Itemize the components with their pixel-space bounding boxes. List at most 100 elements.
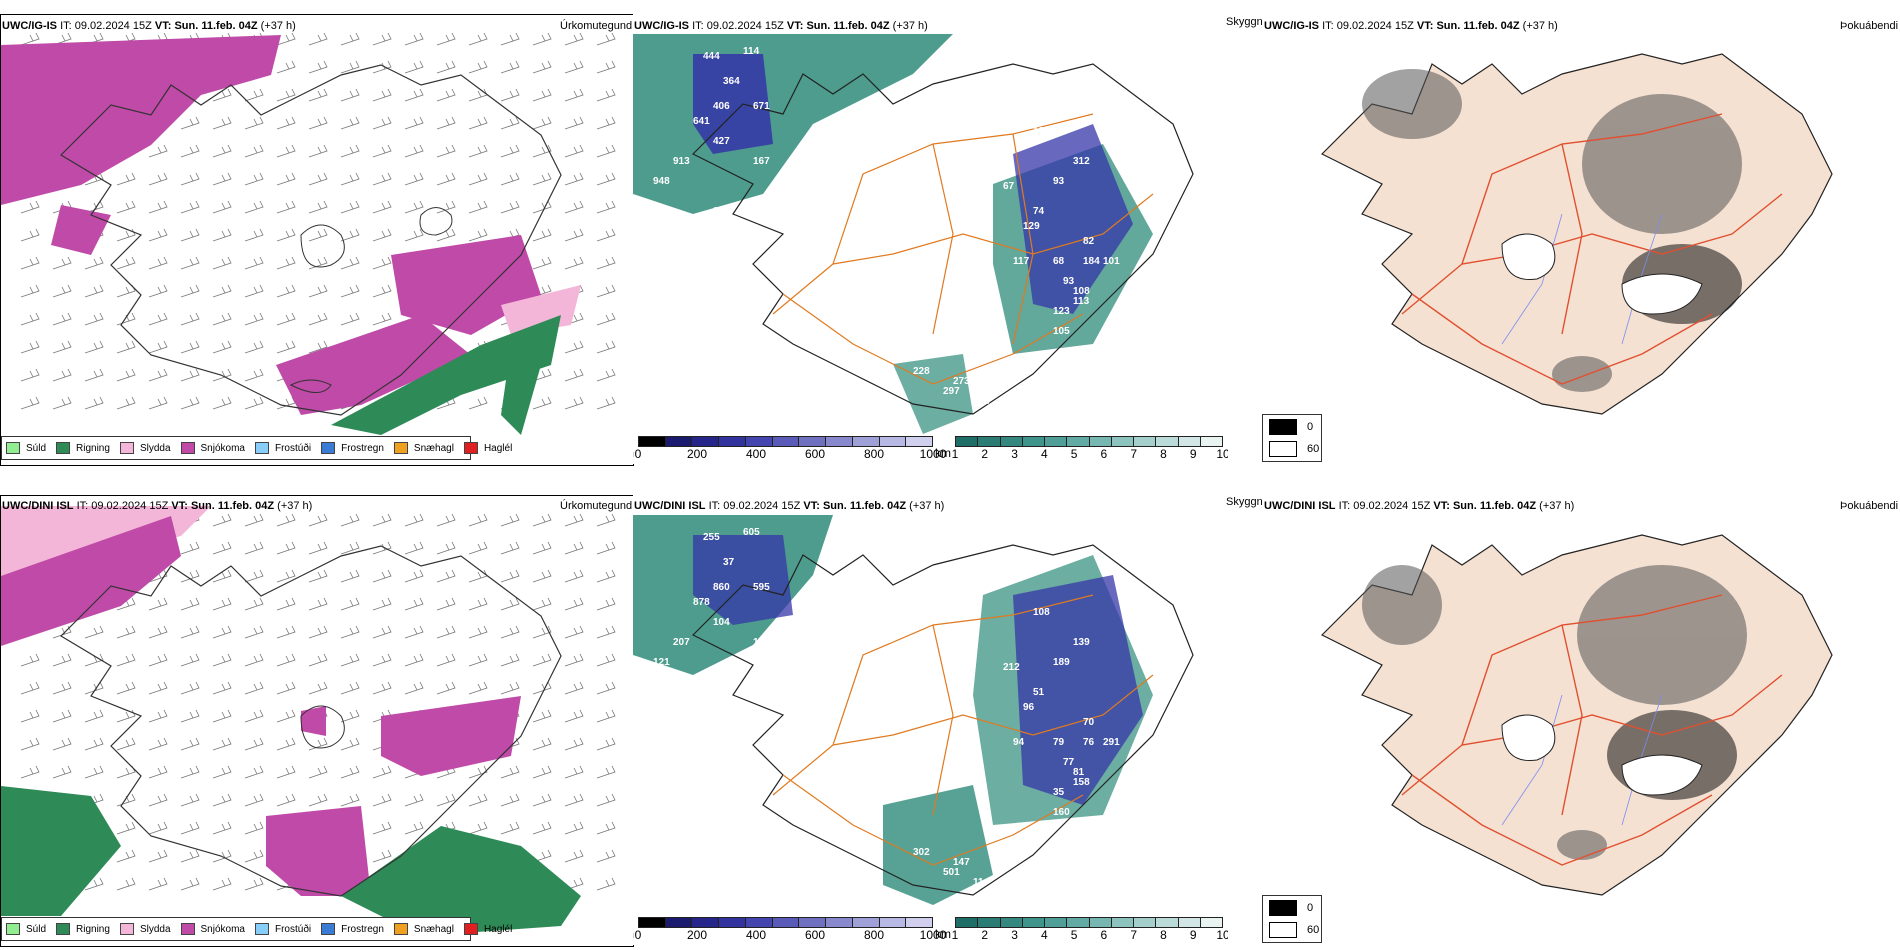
- ceiling-label: 294: [973, 396, 990, 407]
- wind-barb: [468, 396, 488, 410]
- ceiling-label: 121: [653, 657, 670, 668]
- wind-barb: [596, 513, 616, 527]
- colorbar-tick-label: 600: [804, 447, 826, 461]
- legend-label: 0: [1307, 902, 1314, 914]
- fog-legend-item: 0: [1269, 900, 1313, 916]
- ceiling-label: 129: [1023, 221, 1040, 232]
- ceiling-label: 302: [913, 847, 930, 858]
- wind-barb: [212, 765, 232, 779]
- wind-barb: [532, 60, 552, 74]
- roads: [1401, 113, 1783, 385]
- ceiling-area: [693, 535, 793, 625]
- legend-label: Súld: [26, 923, 47, 935]
- wind-barb: [404, 60, 424, 74]
- wind-barb: [596, 200, 616, 214]
- wind-barb: [500, 200, 520, 214]
- wind-barb: [532, 396, 552, 410]
- wind-barb: [404, 116, 424, 130]
- wind-barb: [532, 569, 552, 583]
- wind-barb: [436, 653, 456, 667]
- wind-barb: [148, 681, 168, 695]
- wind-barb: [596, 709, 616, 723]
- wind-barb: [116, 228, 136, 242]
- precip-legend-item: Slydda: [119, 442, 171, 454]
- wind-barb: [340, 513, 360, 527]
- wind-barb: [148, 172, 168, 186]
- wind-barb: [500, 172, 520, 186]
- ceiling-label: 93: [1053, 176, 1065, 187]
- colorbar-tick-label: 0: [634, 928, 642, 942]
- wind-barb: [116, 821, 136, 835]
- ceiling-label: 291: [1103, 737, 1120, 748]
- wind-barb: [276, 340, 296, 354]
- wind-barb: [20, 200, 40, 214]
- wind-barb: [212, 368, 232, 382]
- wind-barb: [564, 793, 584, 807]
- wind-barb: [468, 88, 488, 102]
- wind-barb: [52, 284, 72, 298]
- colorbar-cell: [1156, 918, 1179, 927]
- wind-barb: [340, 312, 360, 326]
- wind-barb: [308, 256, 328, 270]
- wind-barb: [52, 312, 72, 326]
- colorbar-cell: [772, 437, 800, 446]
- wind-barb: [532, 513, 552, 527]
- wind-barb: [244, 681, 264, 695]
- wind-barb: [596, 312, 616, 326]
- colorbar-cell: [852, 918, 880, 927]
- wind-barb: [84, 284, 104, 298]
- ceiling-label: 11: [973, 877, 984, 888]
- colorbar-cell: [956, 437, 979, 446]
- colorbar-cell: [1067, 918, 1090, 927]
- wind-barb: [276, 541, 296, 555]
- rivers: [1501, 694, 1663, 826]
- wind-barb: [148, 737, 168, 751]
- wind-barb: [404, 625, 424, 639]
- colorbar-cell: [1111, 437, 1134, 446]
- wind-barb: [148, 877, 168, 891]
- wind-barb: [180, 709, 200, 723]
- wind-barb: [500, 513, 520, 527]
- colorbar-tick-label: 7: [1130, 928, 1137, 942]
- colorbar-tick-label: 3: [1011, 447, 1018, 461]
- wind-barb: [532, 32, 552, 46]
- legend-swatch: [56, 442, 71, 454]
- wind-barb: [436, 144, 456, 158]
- precip-legend-item: Frostúði: [254, 442, 311, 454]
- wind-barb: [148, 340, 168, 354]
- wind-barb: [20, 737, 40, 751]
- wind-barb: [436, 60, 456, 74]
- wind-barb: [500, 821, 520, 835]
- wind-barb: [308, 625, 328, 639]
- colorbar-cell: [879, 437, 907, 446]
- ceiling-label: 139: [1073, 637, 1090, 648]
- wind-barb: [276, 653, 296, 667]
- header-fog-top: UWC/IG-IS IT: 09.02.2024 15Z VT: Sun. 11…: [1264, 20, 1558, 32]
- wind-barb: [372, 653, 392, 667]
- legend-label: Frostregn: [341, 442, 384, 454]
- precip-panel-top: Súld Rigning Slydda Snjókoma Frostúði Frostre…: [0, 14, 634, 466]
- wind-barb: [532, 793, 552, 807]
- wind-barb: [404, 200, 424, 214]
- ceiling-label: 77: [1063, 757, 1075, 768]
- ceiling-label: 51: [1033, 687, 1045, 698]
- wind-barb: [180, 541, 200, 555]
- wind-barb: [372, 116, 392, 130]
- wind-barb: [596, 765, 616, 779]
- legend-swatch: [180, 923, 195, 935]
- colorbar-cell: [826, 918, 853, 927]
- wind-barb: [340, 60, 360, 74]
- ceiling-label: 76: [1083, 737, 1095, 748]
- wind-barb: [436, 116, 456, 130]
- colorbar-tick-label: 9: [1189, 447, 1197, 461]
- colorbar-tick-label: 800: [863, 928, 885, 942]
- snow-area: [276, 315, 471, 415]
- wind-barb: [244, 284, 264, 298]
- wind-barb: [436, 793, 456, 807]
- precip-legend-item: Snjókoma: [180, 442, 245, 454]
- wind-barb: [596, 32, 616, 46]
- visibility-area: [893, 354, 973, 434]
- wind-barb: [436, 200, 456, 214]
